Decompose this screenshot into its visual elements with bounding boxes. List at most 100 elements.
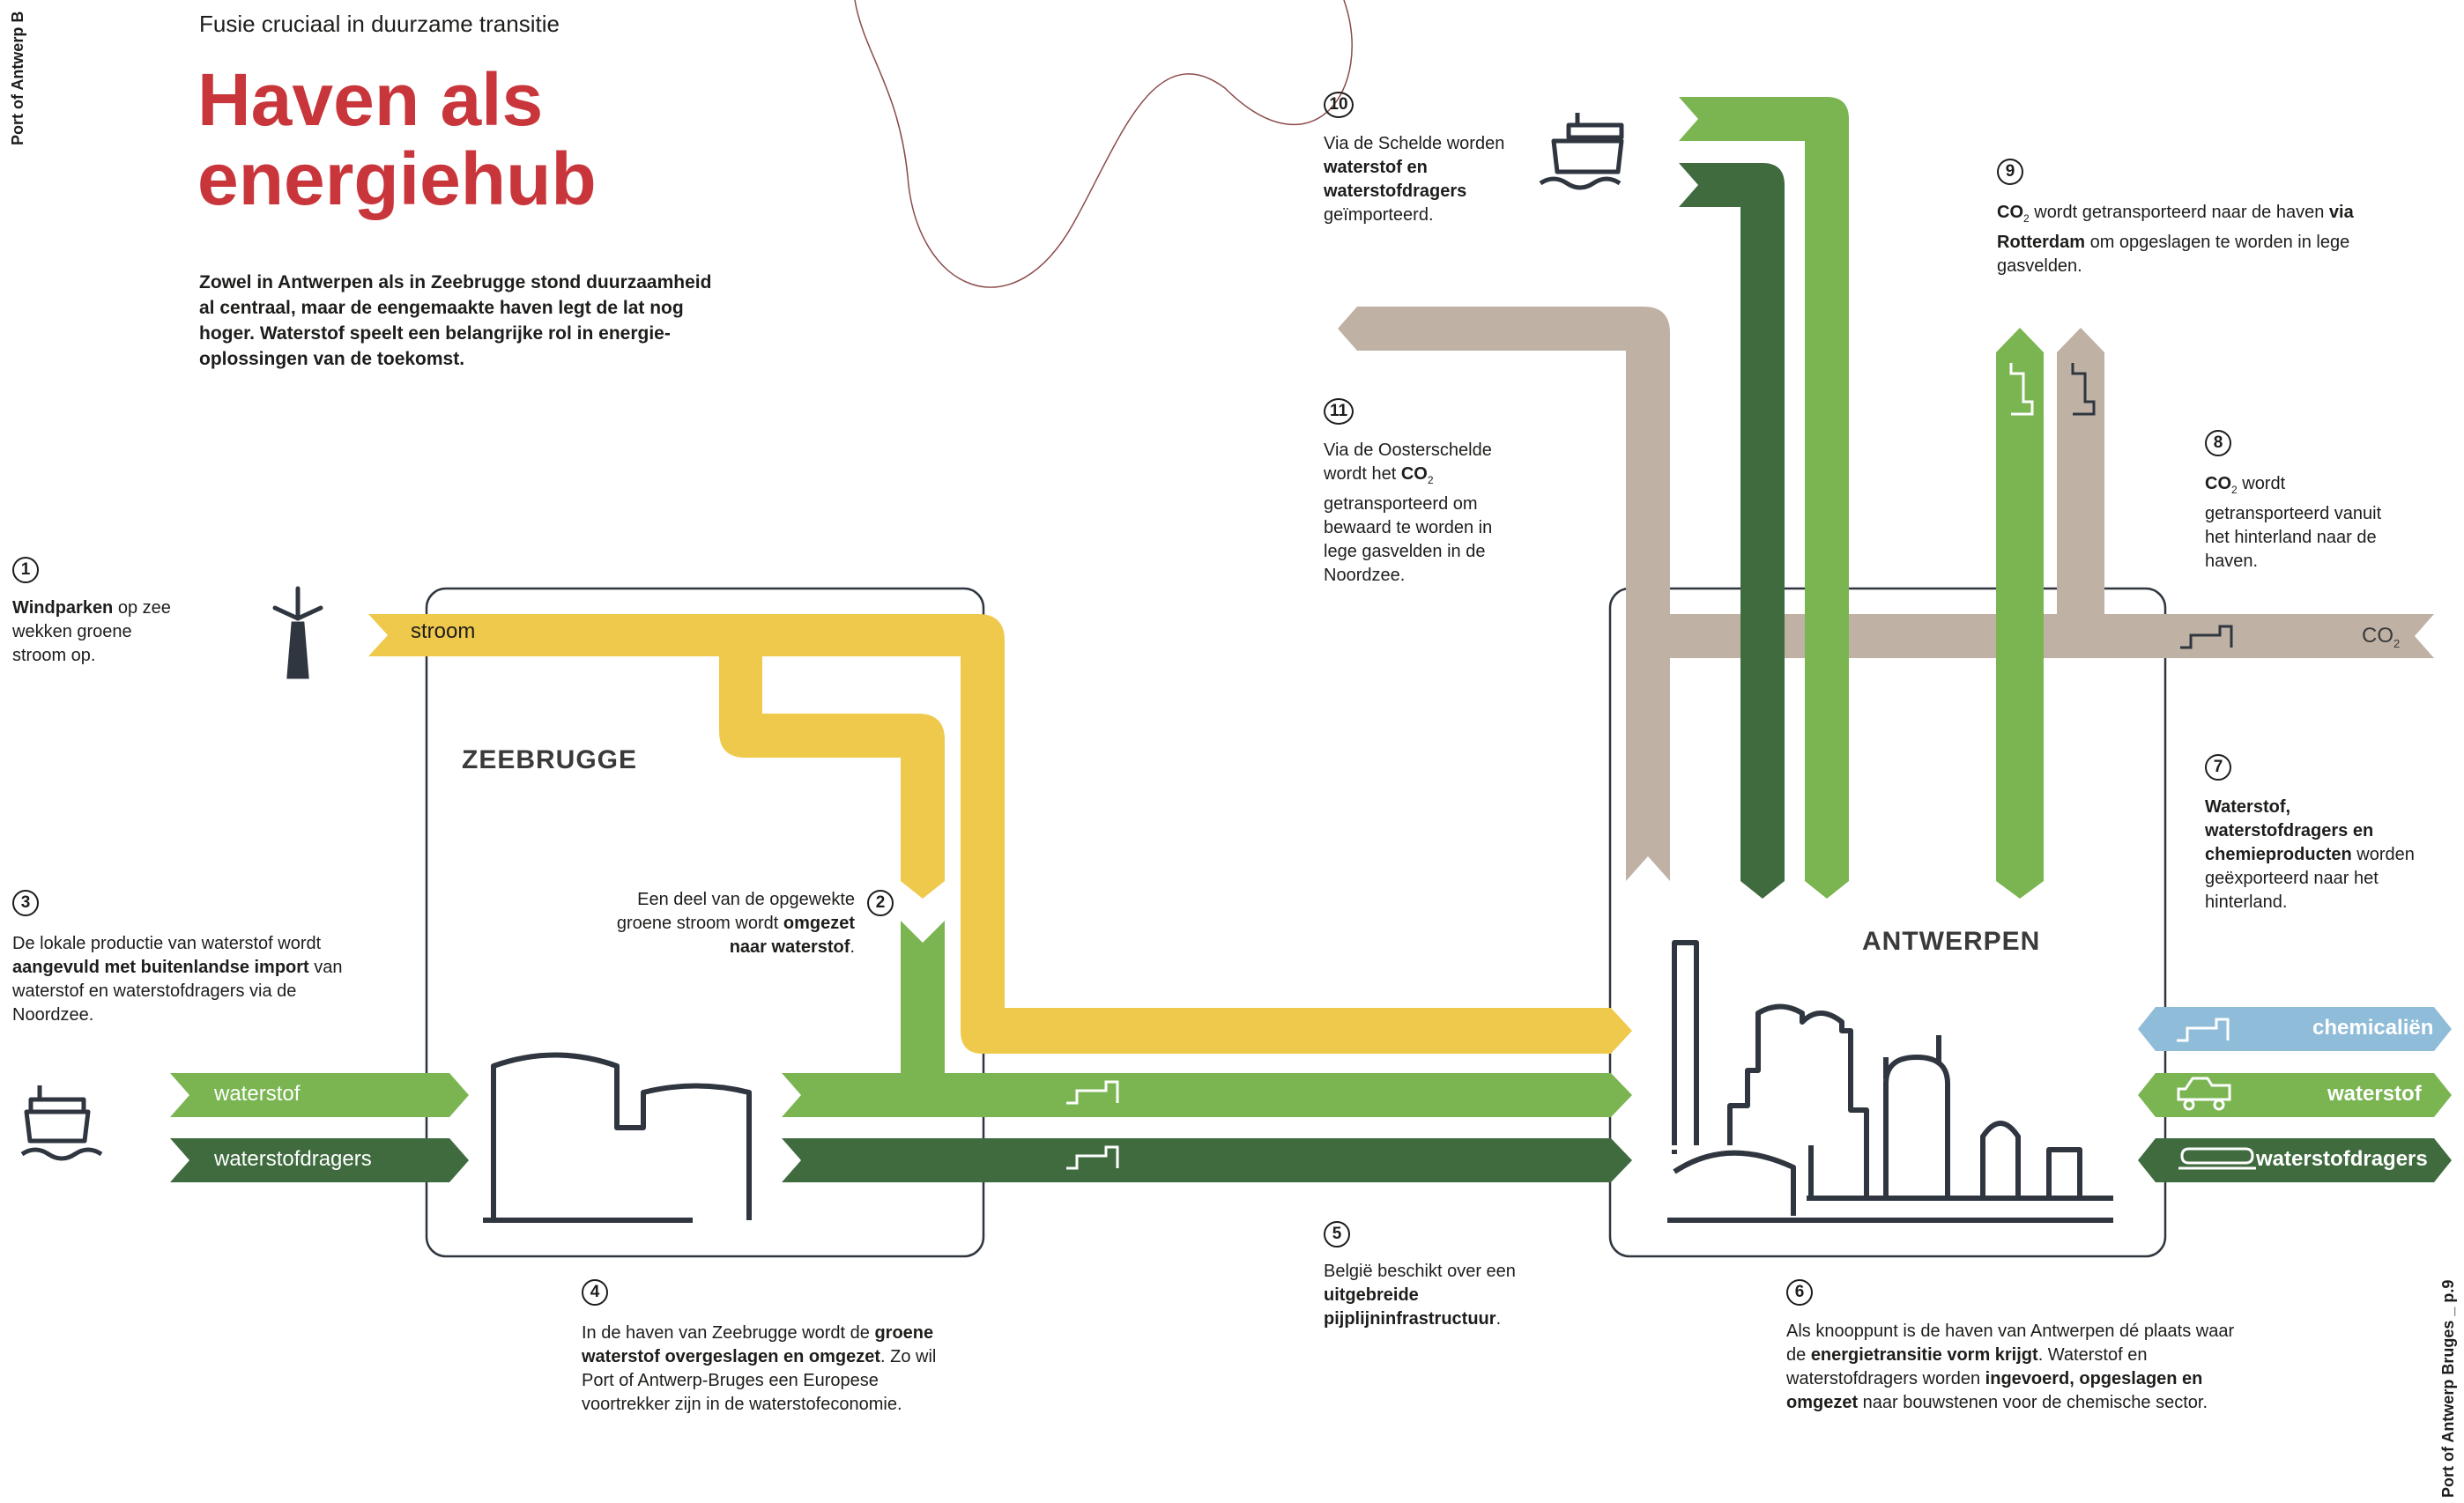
note-number-8: 8 xyxy=(2205,430,2231,456)
note-number-2: 2 xyxy=(867,890,894,916)
note-text-part: Windparken xyxy=(12,598,114,618)
waterstof-pipeline-flow xyxy=(782,1073,1632,1117)
note-8: CO2 wordt getransporteerd vanuit het hin… xyxy=(2205,472,2408,574)
note-text-part: . Waterstof en waterstofdragers worden xyxy=(1786,1345,2148,1388)
note-number-6: 6 xyxy=(1786,1279,1813,1306)
waterstof-schelde-flow xyxy=(1679,97,1849,899)
note-text-part: In de haven van Zeebrugge wordt de xyxy=(582,1323,875,1343)
note-text-part: CO xyxy=(1997,203,2023,222)
waterstof-import-arrow xyxy=(170,1073,469,1117)
note-text-part: van waterstof en waterstofdragers via de… xyxy=(12,958,343,1025)
note-text-part: wordt getransporteerd vanuit het hinterl… xyxy=(2205,474,2382,571)
note-5: België beschikt over een uitgebreide pij… xyxy=(1324,1260,1526,1331)
note-text-part: op zee wekken groene stroom op. xyxy=(12,598,171,665)
note-text-part: 2 xyxy=(1427,474,1434,486)
note-text-part: Via de Oosterschelde wordt het xyxy=(1324,441,1492,484)
note-number-11: 11 xyxy=(1324,398,1354,425)
note-text-part: om opgeslagen te worden in lege gasvelde… xyxy=(1997,233,2350,276)
page-title: Haven als energiehub xyxy=(197,58,597,220)
pipeline-icon-vertical-co2 xyxy=(2071,363,2096,416)
note-text-part: geïmporteerd. xyxy=(1324,205,1434,225)
pipeline-icon-vertical xyxy=(2009,363,2034,416)
storage-tank-icon xyxy=(483,1052,752,1223)
ship-icon-top xyxy=(1539,113,1624,190)
waterstof-conversion-flow xyxy=(901,921,945,1073)
note-text-part: CO xyxy=(1400,464,1428,484)
pipeline-icon-co2 xyxy=(2180,625,2233,649)
note-text-part: aangevuld met buitenlandse import xyxy=(12,958,309,977)
page-subtitle: Fusie cruciaal in duurzame transitie xyxy=(199,11,560,37)
note-text-part: De lokale productie van waterstof wordt xyxy=(12,934,322,953)
note-text-part: 2 xyxy=(2231,484,2238,496)
note-text-part: CO xyxy=(2205,474,2231,493)
note-text-part: . xyxy=(1495,1309,1502,1329)
industry-icon xyxy=(1667,940,2113,1223)
note-3: De lokale productie van waterstof wordt … xyxy=(12,932,365,1027)
waterstofdragers-schelde-flow xyxy=(1679,163,1785,899)
pipeline-icon xyxy=(1066,1018,2230,1170)
note-number-9: 9 xyxy=(1997,159,2023,185)
note-text-part: via Rotterdam xyxy=(1997,203,2354,252)
note-11: Via de Oosterschelde wordt het CO2 getra… xyxy=(1324,439,1526,588)
note-number-7: 7 xyxy=(2205,754,2231,781)
note-1: Windparken op zee wekken groene stroom o… xyxy=(12,596,189,668)
note-2: Een deel van de opgewekte groene stroom … xyxy=(590,888,855,959)
note-6: Als knooppunt is de haven van Antwerpen … xyxy=(1786,1320,2245,1415)
note-text-part: groene waterstof overgeslagen en omgezet xyxy=(582,1323,934,1366)
note-text-part: naar bouwstenen voor de chemische sector… xyxy=(1858,1393,2208,1412)
note-text-part: Een deel van de opgewekte groene stroom … xyxy=(616,890,855,933)
waterstof-export-up-flow xyxy=(1996,328,2044,899)
note-text-part: Via de Schelde worden xyxy=(1324,134,1505,153)
truck-icon xyxy=(2177,1077,2231,1111)
waterstof-flows xyxy=(170,97,2452,1117)
zeebrugge-label: ZEEBRUGGE xyxy=(462,745,638,774)
waterstof-export-label: waterstof xyxy=(2327,1082,2422,1106)
note-text-part: . Zo wil Port of Antwerp-Bruges een Euro… xyxy=(582,1347,937,1414)
waterstofdragers-import-label: waterstofdragers xyxy=(214,1147,372,1171)
note-number-3: 3 xyxy=(12,890,39,916)
stroom-main-flow xyxy=(368,614,1632,1054)
co2-label-text: CO xyxy=(2362,624,2393,648)
stroom-label: stroom xyxy=(411,619,476,643)
rail-tanker-icon xyxy=(2178,1147,2256,1170)
note-number-4: 4 xyxy=(582,1279,608,1306)
co2-flow-label: CO2 xyxy=(2362,624,2400,650)
stroom-branch-flow xyxy=(719,656,945,899)
waterstofdragers-export-label: waterstofdragers xyxy=(2256,1147,2428,1171)
note-text-part: België beschikt over een xyxy=(1324,1262,1516,1281)
note-text-part: worden geëxporteerd naar het hinterland. xyxy=(2205,845,2415,912)
waterstofdragers-import-arrow xyxy=(170,1138,469,1182)
note-text-part: energietransitie vorm krijgt xyxy=(1810,1345,2038,1365)
note-number-1: 1 xyxy=(12,557,39,583)
co2-oosterschelde-flow xyxy=(1338,307,1670,881)
note-text-part: 2 xyxy=(2023,212,2030,225)
waterstofdragers-pipeline-flow xyxy=(782,1138,1632,1182)
co2-rotterdam-flow xyxy=(2057,328,2104,614)
note-text-part: Waterstof, waterstofdragers en chemiepro… xyxy=(2205,797,2374,864)
note-text-part: omgezet naar waterstof xyxy=(729,914,855,957)
note-text-part: uitgebreide pijplijninfrastructuur xyxy=(1324,1285,1496,1329)
note-number-5: 5 xyxy=(1324,1221,1350,1248)
waterstof-import-label: waterstof xyxy=(214,1082,301,1106)
note-number-10: 10 xyxy=(1324,92,1354,118)
intro-paragraph: Zowel in Antwerpen als in Zeebrugge ston… xyxy=(199,272,712,369)
wind-turbine-icon xyxy=(272,586,323,679)
note-4: In de haven van Zeebrugge wordt de groen… xyxy=(582,1322,952,1417)
note-text-part: wordt getransporteerd naar de haven xyxy=(2029,203,2329,222)
note-text-part: getransporteerd om bewaard te worden in … xyxy=(1324,494,1493,585)
co2-label-sub: 2 xyxy=(2393,636,2401,650)
note-7: Waterstof, waterstofdragers en chemiepro… xyxy=(2205,796,2416,914)
ship-icon xyxy=(20,1085,103,1161)
antwerpen-box xyxy=(1608,587,2167,1258)
decorative-curve xyxy=(854,0,1353,288)
note-text-part: ingevoerd, opgeslagen en omgezet xyxy=(1786,1369,2203,1412)
antwerpen-label: ANTWERPEN xyxy=(1862,927,2041,956)
note-10: Via de Schelde worden waterstof en water… xyxy=(1324,132,1526,227)
note-9: CO2 wordt getransporteerd naar de haven … xyxy=(1997,201,2376,278)
note-text-part: . xyxy=(850,937,855,957)
note-text-part: Als knooppunt is de haven van Antwerpen … xyxy=(1786,1322,2235,1365)
stroom-flow xyxy=(368,614,1632,1054)
chemicalien-export-label: chemicaliën xyxy=(2312,1016,2434,1040)
note-text-part: waterstof en waterstofdragers xyxy=(1324,158,1467,201)
